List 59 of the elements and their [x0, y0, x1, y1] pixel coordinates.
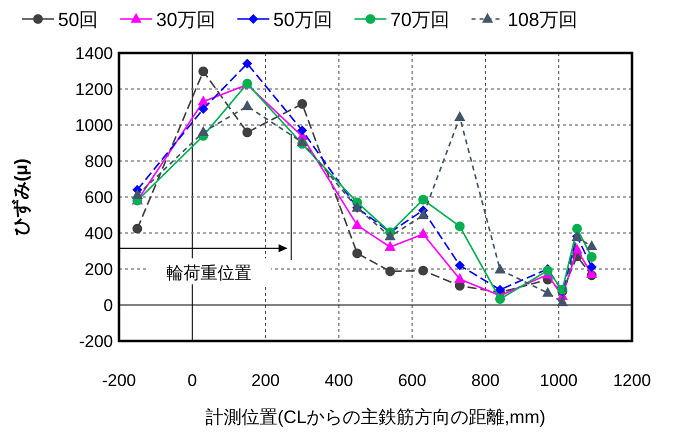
legend-label: 50回 [58, 10, 98, 31]
point [242, 100, 253, 110]
x-tick-label: 800 [471, 371, 500, 390]
point [454, 260, 465, 270]
annotation: 輪荷重位置 [166, 263, 252, 282]
y-tick-label: 600 [84, 188, 113, 207]
y-tick-label: 1400 [75, 44, 113, 63]
point [242, 58, 252, 68]
y-tick-label: -200 [78, 332, 113, 351]
point [418, 194, 428, 205]
legend-label: 30万回 [156, 10, 216, 31]
point [198, 66, 208, 76]
point [454, 221, 465, 232]
y-tick-label: 800 [84, 152, 113, 171]
y-tick-label: 200 [84, 260, 113, 279]
x-axis-title: 計測位置(CLからの主鉄筋方向の距離,mm) [206, 407, 546, 427]
point [418, 210, 428, 220]
point [296, 136, 308, 146]
x-tick-label: 600 [398, 371, 426, 390]
legend-label: 108万回 [508, 10, 578, 31]
point [352, 219, 362, 230]
point [418, 228, 428, 238]
point [198, 126, 209, 136]
point [132, 224, 142, 234]
x-tick-label: 1000 [540, 371, 578, 390]
point [198, 104, 208, 114]
point [586, 240, 597, 250]
point [454, 273, 466, 283]
x-tick-label: 400 [324, 371, 354, 390]
point [454, 111, 466, 122]
y-axis-title: ひずみ(μ) [11, 158, 32, 236]
point [494, 264, 506, 274]
point [542, 287, 554, 297]
point [384, 230, 396, 240]
point [297, 126, 308, 136]
x-tick-label: 1200 [613, 371, 651, 390]
point [384, 241, 396, 251]
y-tick-label: 1200 [75, 80, 113, 99]
point [586, 252, 597, 262]
point [242, 127, 252, 138]
point [495, 284, 505, 294]
x-tick-label: 0 [188, 371, 198, 390]
point [385, 266, 396, 276]
y-tick-label: 0 [104, 296, 113, 315]
legend-label: 50万回 [273, 10, 332, 31]
y-tick-label: 1000 [75, 116, 113, 135]
point [297, 99, 308, 109]
point [495, 294, 505, 304]
point [418, 266, 428, 276]
point [557, 296, 568, 306]
point [572, 224, 582, 234]
point [198, 96, 209, 106]
point [586, 262, 596, 272]
x-tick-label: 200 [251, 371, 280, 390]
x-tick-label: -200 [102, 371, 136, 390]
legend-label: 70万回 [390, 10, 450, 31]
point [132, 189, 143, 199]
point [352, 248, 362, 258]
y-tick-label: 400 [84, 224, 113, 243]
